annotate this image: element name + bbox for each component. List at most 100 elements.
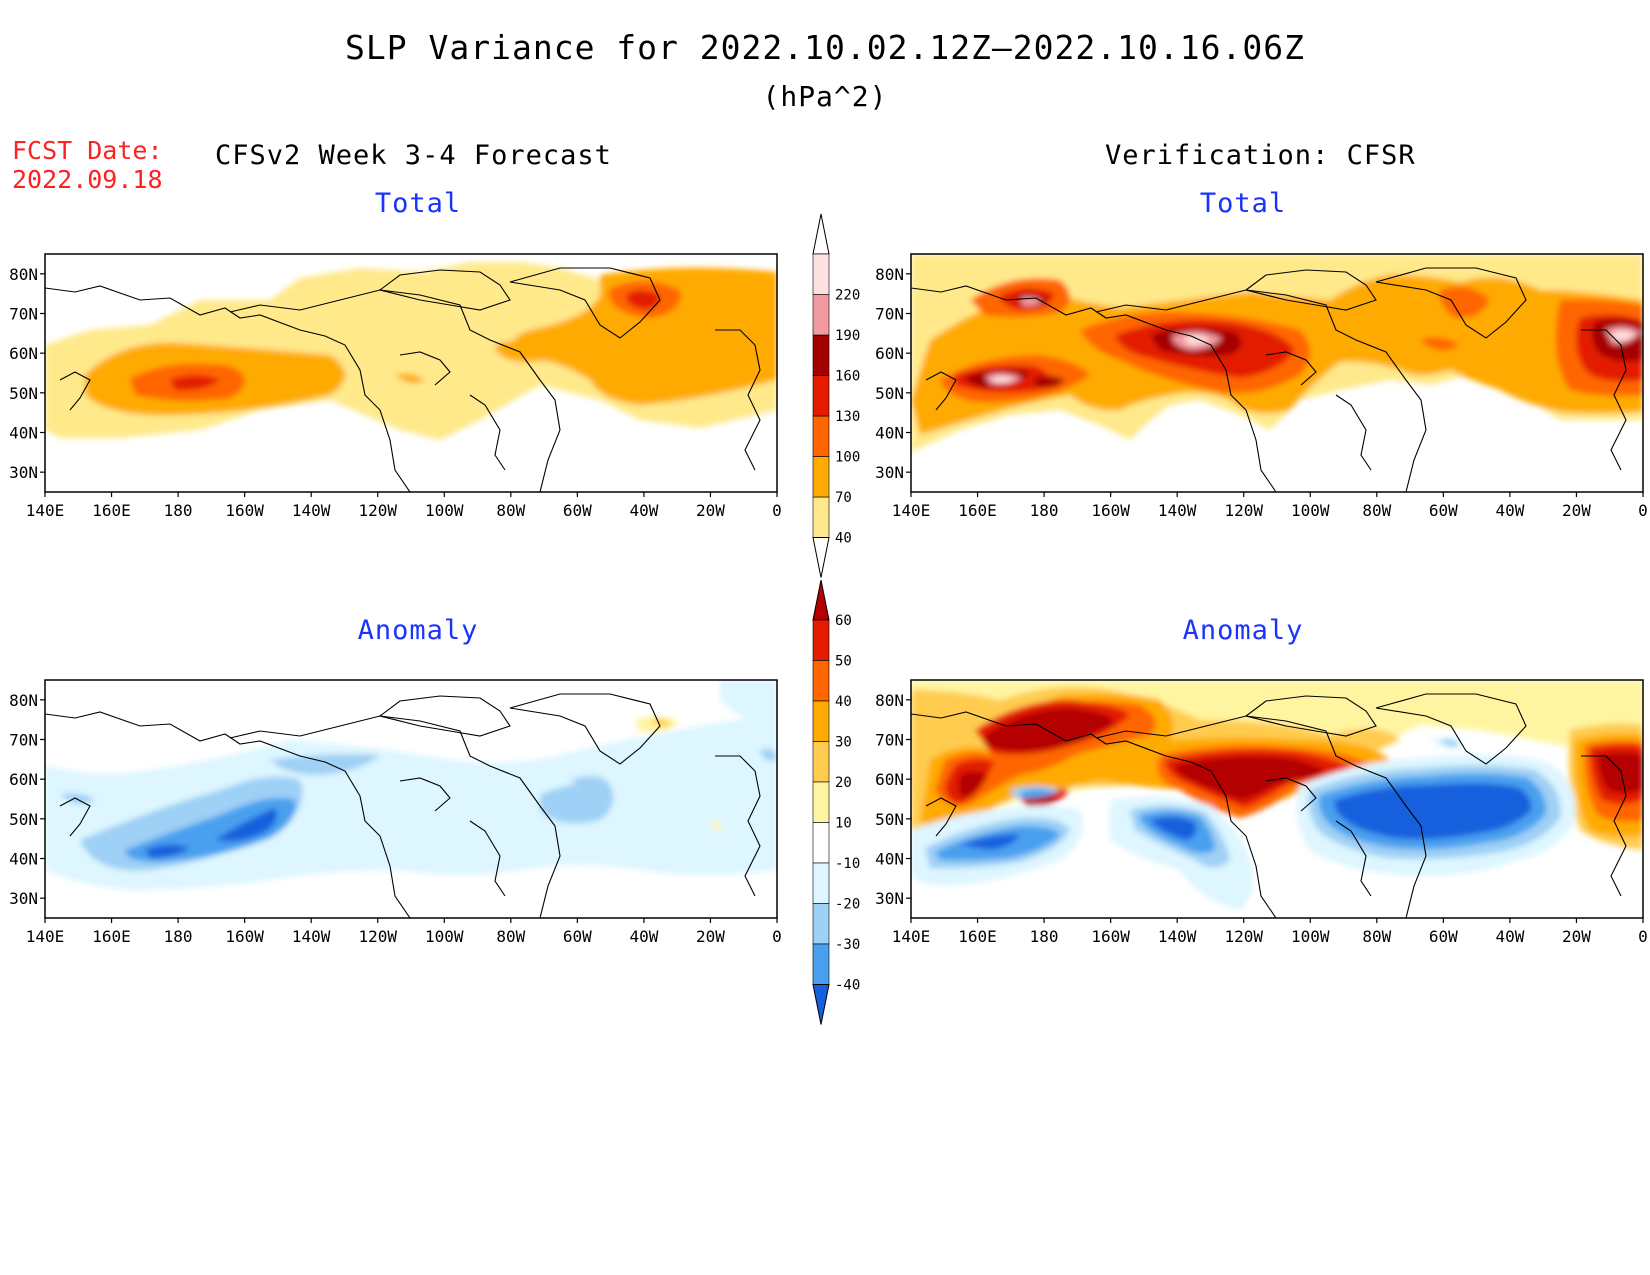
lon-tick-label: 120W [358, 927, 397, 946]
lat-tick-label: 80N [9, 691, 38, 710]
lat-tick-label: 60N [875, 344, 904, 363]
lon-tick-label: 40W [629, 927, 658, 946]
lat-tick-label: 40N [9, 424, 38, 443]
units-label: (hPa^2) [762, 80, 888, 113]
lon-tick-label: 140W [1158, 501, 1197, 520]
colorbar-level-label: 10 [835, 816, 852, 832]
colorbar-level-label: 40 [835, 531, 852, 547]
colorbar-swatch [812, 415, 830, 457]
lat-tick-label: 80N [875, 691, 904, 710]
colorbar-bottom-arrow [812, 984, 830, 1025]
lon-tick-label: 160E [958, 501, 997, 520]
lon-tick-label: 40W [1495, 927, 1524, 946]
lon-tick-label: 0 [772, 927, 782, 946]
lon-tick-label: 0 [1638, 501, 1648, 520]
lon-tick-label: 20W [696, 927, 725, 946]
colorbar-swatch [812, 660, 830, 702]
lon-tick-label: 140E [892, 501, 931, 520]
colorbar-swatch [812, 456, 830, 498]
lat-tick-label: 70N [875, 731, 904, 750]
lat-tick-label: 80N [875, 265, 904, 284]
lat-tick-label: 50N [9, 384, 38, 403]
colorbar-swatch [812, 294, 830, 336]
colorbar-level-label: 40 [835, 694, 852, 710]
colorbar-level-label: 60 [835, 613, 852, 629]
lon-tick-label: 160W [1091, 927, 1130, 946]
forecast-anomaly-frame [44, 679, 778, 919]
colorbar-level-label: 130 [835, 409, 860, 425]
colorbar-swatch [812, 253, 830, 295]
lon-tick-label: 80W [1362, 927, 1391, 946]
lon-tick-label: 120W [358, 501, 397, 520]
colorbar-top-arrow [812, 579, 830, 621]
forecast-anomaly-shading [45, 680, 777, 890]
verification-anomaly-coastlines [911, 693, 1627, 918]
lat-tick-label: 50N [875, 810, 904, 829]
lon-tick-label: 160W [225, 501, 264, 520]
verification-total-frame [910, 253, 1644, 493]
lon-tick-label: 20W [1562, 927, 1591, 946]
colorbar-top-arrow [812, 213, 830, 255]
colorbar-swatch [812, 496, 830, 538]
lon-tick-label: 120W [1224, 927, 1263, 946]
lon-tick-label: 180 [164, 501, 193, 520]
verification-total-map: 80N 70N 60N 50N 40N 30N 140E 160E 180 160W 140W 120… [875, 253, 1648, 520]
colorbar-swatch [812, 903, 830, 945]
lon-tick-label: 20W [696, 501, 725, 520]
lon-tick-label: 140E [892, 927, 931, 946]
colorbar-swatch [812, 781, 830, 823]
colorbar-swatch [812, 334, 830, 376]
verification-anomaly-map: 80N 70N 60N 50N 40N 30N 140E 160E 180 160W 140W 120… [875, 679, 1648, 946]
verification-total-coastlines [911, 267, 1627, 492]
lon-tick-label: 60W [563, 501, 592, 520]
lat-tick-label: 70N [9, 305, 38, 324]
lat-tick-label: 50N [875, 384, 904, 403]
lon-tick-label: 60W [1429, 927, 1458, 946]
verification-anomaly-frame [910, 679, 1644, 919]
lat-tick-label: 70N [9, 731, 38, 750]
colorbar-level-label: 20 [835, 775, 852, 791]
forecast-anomaly-title: Anomaly [357, 615, 479, 646]
lat-tick-label: 40N [875, 424, 904, 443]
forecast-anomaly-map: 80N 70N 60N 50N 40N 30N 140E 160E 180 160W 140W 120… [9, 679, 782, 946]
lon-tick-label: 100W [425, 927, 464, 946]
colorbar-level-label: 160 [835, 369, 860, 385]
colorbar-swatch [812, 700, 830, 742]
lon-tick-label: 20W [1562, 501, 1591, 520]
lon-tick-label: 160E [92, 927, 131, 946]
colorbar-level-label: 70 [835, 490, 852, 506]
lat-tick-label: 30N [9, 463, 38, 482]
colorbar-swatch [812, 375, 830, 417]
colorbar-swatch [812, 822, 830, 864]
colorbar-level-label: 190 [835, 328, 860, 344]
lat-tick-label: 80N [9, 265, 38, 284]
colorbar-swatch [812, 741, 830, 783]
lon-tick-label: 140E [26, 501, 65, 520]
verification-total-shading [911, 254, 1643, 452]
lat-tick-label: 50N [9, 810, 38, 829]
forecast-total-map: 80N 70N 60N 50N 40N 30N 140E 160E 180 160W 140W 120… [9, 253, 782, 520]
lat-tick-label: 70N [875, 305, 904, 324]
lon-tick-label: 100W [1291, 927, 1330, 946]
forecast-total-frame [44, 253, 778, 493]
main-title: SLP Variance for 2022.10.02.12Z—2022.10.… [345, 28, 1305, 67]
lat-tick-label: 30N [875, 463, 904, 482]
forecast-total-title: Total [374, 188, 462, 219]
lon-tick-label: 80W [496, 927, 525, 946]
lon-tick-label: 180 [1030, 501, 1059, 520]
colorbar-level-label: 50 [835, 654, 852, 670]
lon-tick-label: 80W [496, 501, 525, 520]
forecast-date-label: FCST Date: [12, 136, 163, 165]
lon-tick-label: 100W [1291, 501, 1330, 520]
lat-tick-label: 60N [9, 770, 38, 789]
colorbar-level-label: -10 [835, 856, 860, 872]
colorbar-level-label: 30 [835, 735, 852, 751]
forecast-anomaly-coastlines [45, 693, 761, 918]
lon-tick-label: 120W [1224, 501, 1263, 520]
lon-tick-label: 160W [225, 927, 264, 946]
colorbar-swatch [812, 943, 830, 985]
lon-tick-label: 0 [772, 501, 782, 520]
colorbar-bottom-arrow [812, 537, 830, 578]
verification-anomaly-shading [911, 680, 1643, 910]
lon-tick-label: 160W [1091, 501, 1130, 520]
